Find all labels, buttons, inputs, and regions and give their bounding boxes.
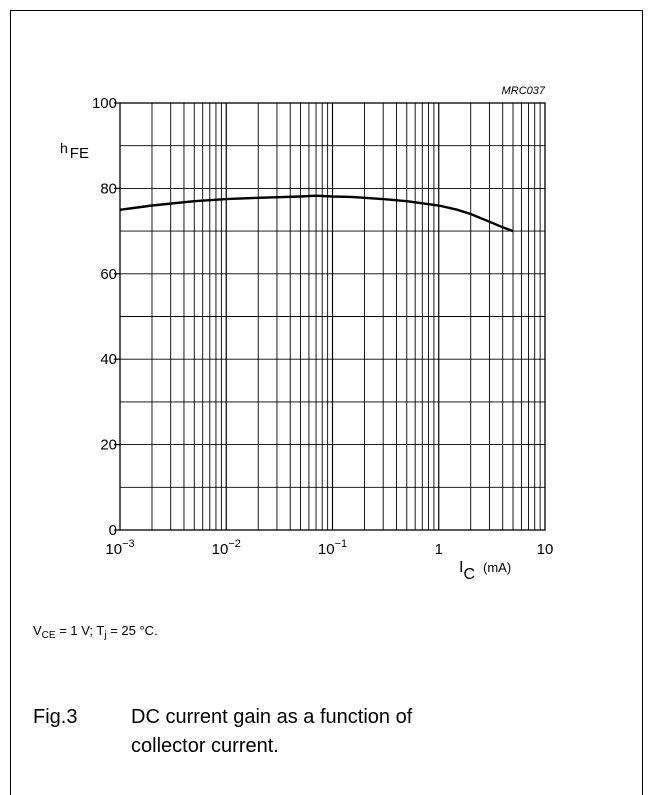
x-axis-ticks: 10−3 10−2 10−1 1 10	[105, 538, 553, 558]
y-axis-label: h FE	[60, 140, 89, 162]
y-axis-label-sub: FE	[70, 145, 89, 162]
y-tick-label: 0	[109, 522, 117, 539]
y-tick-label: 80	[100, 180, 117, 197]
x-axis-label-main: I	[459, 559, 463, 576]
y-axis-ticks: 0 20 40 60 80 100	[92, 95, 120, 539]
y-tick-label: 40	[100, 351, 117, 368]
figure-label: Fig.3	[33, 706, 78, 728]
test-conditions: VCE = 1 V; Tj = 25 °C.	[33, 623, 158, 641]
figure-ref-code: MRC037	[502, 85, 546, 97]
figure-frame	[10, 10, 643, 795]
vce-value: = 1 V; T	[55, 623, 105, 638]
y-tick-label: 20	[100, 437, 117, 454]
chart-grid	[120, 103, 545, 530]
plot-area-border	[119, 102, 546, 531]
y-tick-label: 60	[100, 266, 117, 283]
x-axis-label-unit: (mA)	[483, 560, 511, 575]
y-axis-label-main: h	[60, 140, 68, 156]
tj-value: = 25 °C.	[106, 623, 158, 638]
tj-subscript: j	[104, 630, 107, 641]
vce-subscript: CE	[41, 630, 56, 641]
x-tick-label: 10−2	[212, 538, 241, 558]
x-axis-label: IC (mA)	[459, 559, 511, 583]
y-tick-label: 100	[92, 95, 117, 112]
x-tick-label: 10	[537, 541, 554, 558]
x-tick-label: 1	[435, 541, 443, 558]
x-axis-label-sub: C	[463, 566, 475, 583]
series-line	[119, 194, 514, 233]
vce-symbol: V	[33, 623, 42, 638]
figure-caption-text: DC current gain as a function of collect…	[131, 706, 413, 757]
x-tick-label: 10−1	[318, 538, 347, 558]
x-tick-label: 10−3	[105, 538, 134, 558]
